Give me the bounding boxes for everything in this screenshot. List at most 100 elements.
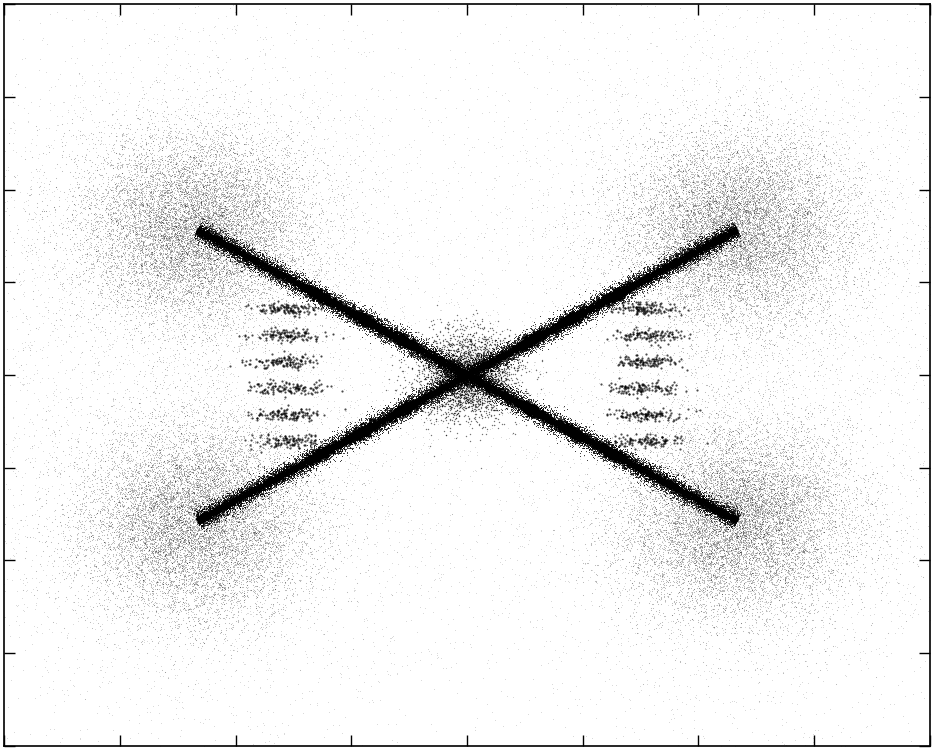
Point xyxy=(465,374,480,386)
Point xyxy=(193,279,208,291)
Point xyxy=(565,314,580,326)
Point xyxy=(410,344,425,355)
Point xyxy=(457,372,472,384)
Point xyxy=(165,452,180,464)
Point xyxy=(97,154,112,166)
Point xyxy=(293,280,308,292)
Point xyxy=(693,257,708,269)
Point xyxy=(753,156,768,168)
Point xyxy=(204,313,219,325)
Point xyxy=(354,430,369,442)
Point xyxy=(208,266,223,278)
Point xyxy=(144,616,159,628)
Point xyxy=(235,248,250,259)
Point xyxy=(455,388,470,400)
Point xyxy=(540,413,555,425)
Point xyxy=(222,177,237,189)
Point xyxy=(554,418,569,430)
Point xyxy=(181,286,196,298)
Point xyxy=(705,236,720,248)
Point xyxy=(732,403,747,415)
Point xyxy=(524,340,539,352)
Point xyxy=(267,464,282,476)
Point xyxy=(262,554,276,566)
Point xyxy=(609,447,624,459)
Point xyxy=(676,490,691,502)
Point xyxy=(501,257,516,269)
Point xyxy=(506,343,521,355)
Point xyxy=(231,442,246,454)
Point xyxy=(771,614,786,626)
Point xyxy=(724,498,739,510)
Point xyxy=(545,314,559,326)
Point xyxy=(659,323,674,335)
Point xyxy=(696,605,711,617)
Point xyxy=(616,191,630,203)
Point xyxy=(784,505,799,517)
Point xyxy=(727,507,742,519)
Point xyxy=(538,407,553,419)
Point xyxy=(703,239,718,251)
Point xyxy=(567,556,582,568)
Point xyxy=(276,304,291,316)
Point xyxy=(403,340,418,352)
Point xyxy=(404,402,419,414)
Point xyxy=(236,487,251,499)
Point xyxy=(390,481,405,493)
Point xyxy=(207,506,222,518)
Point xyxy=(256,470,271,482)
Point xyxy=(770,510,785,522)
Point xyxy=(422,364,437,376)
Point xyxy=(513,407,528,419)
Point xyxy=(460,370,474,382)
Point xyxy=(340,441,355,453)
Point xyxy=(821,502,836,514)
Point xyxy=(725,524,740,536)
Point xyxy=(446,388,460,400)
Point xyxy=(8,463,23,475)
Point xyxy=(766,548,781,560)
Point xyxy=(239,251,254,262)
Point xyxy=(224,191,239,203)
Point xyxy=(333,436,348,448)
Point xyxy=(217,497,232,509)
Point xyxy=(630,580,645,592)
Point xyxy=(343,432,358,444)
Point xyxy=(246,522,261,534)
Point xyxy=(582,422,597,434)
Point xyxy=(643,464,658,476)
Point xyxy=(691,214,706,226)
Point xyxy=(577,431,592,443)
Point xyxy=(464,374,479,386)
Point xyxy=(327,299,342,311)
Point xyxy=(164,496,179,508)
Point xyxy=(383,115,398,127)
Point xyxy=(316,445,331,457)
Point xyxy=(157,202,172,214)
Point xyxy=(254,521,269,533)
Point xyxy=(686,490,700,502)
Point xyxy=(717,520,732,532)
Point xyxy=(728,500,743,512)
Point xyxy=(660,262,675,274)
Point xyxy=(607,458,622,470)
Point xyxy=(245,457,260,469)
Point xyxy=(599,446,614,458)
Point xyxy=(275,470,290,482)
Point xyxy=(838,465,853,477)
Point xyxy=(616,284,630,296)
Point xyxy=(864,495,879,507)
Point xyxy=(385,328,400,340)
Point xyxy=(690,245,705,257)
Point xyxy=(727,290,742,302)
Point xyxy=(720,248,735,259)
Point xyxy=(672,593,687,605)
Point xyxy=(675,248,690,259)
Point xyxy=(788,633,803,645)
Point xyxy=(432,350,446,361)
Point xyxy=(687,524,702,536)
Point xyxy=(730,583,745,595)
Point xyxy=(572,310,587,322)
Point xyxy=(192,486,207,498)
Point xyxy=(259,478,274,490)
